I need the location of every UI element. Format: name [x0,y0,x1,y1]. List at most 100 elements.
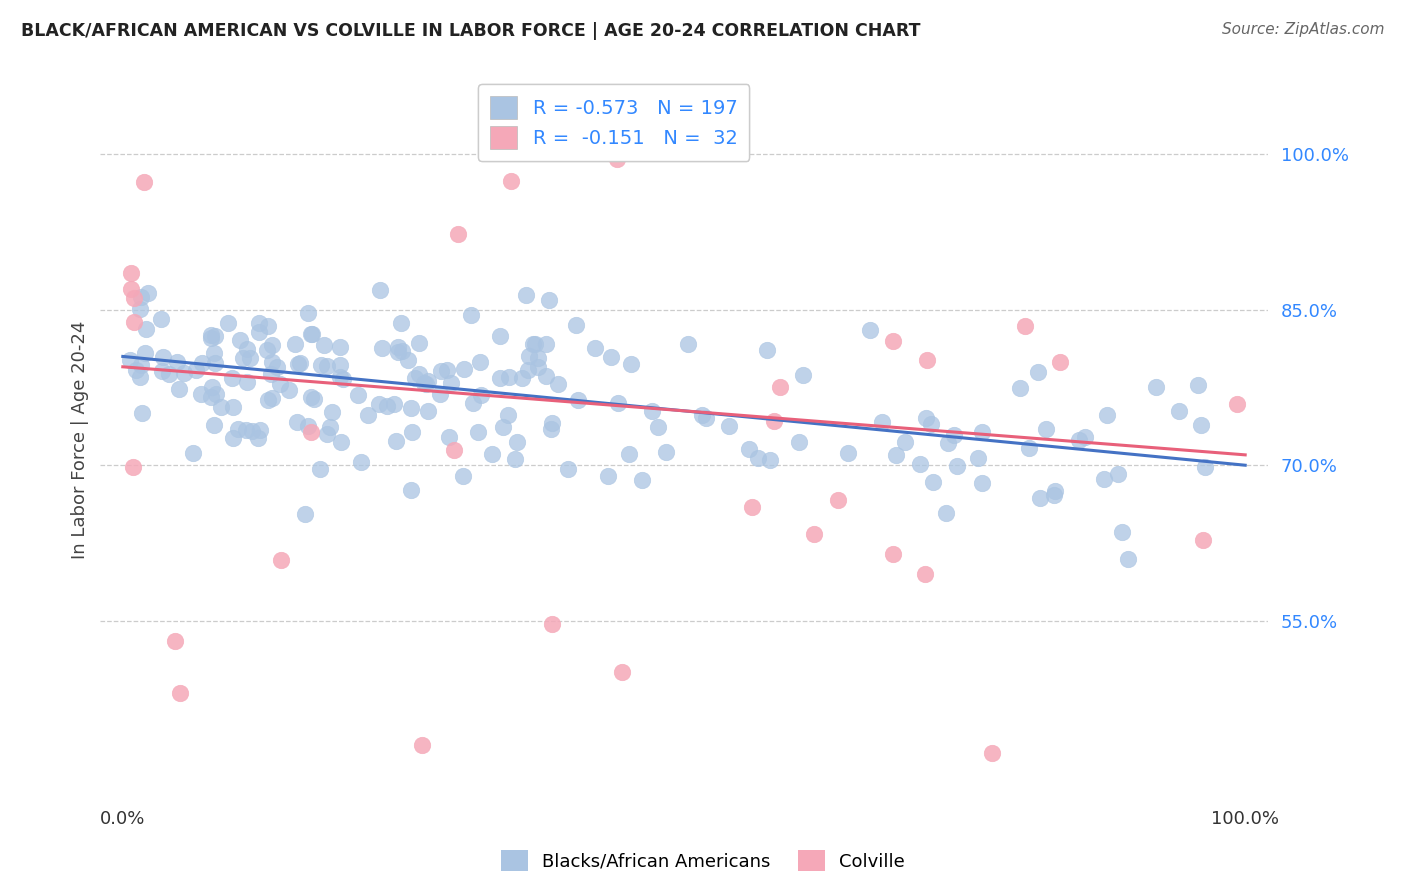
Point [236,342,259,356]
Point [357,408,380,422]
Point [329,370,352,384]
Point [515,287,537,301]
Point [368,397,391,411]
Point [803,526,825,541]
Point [547,377,569,392]
Point [647,420,669,434]
Point [567,392,589,407]
Point [499,174,522,188]
Point [173,367,195,381]
Y-axis label: In Labor Force | Age 20-24: In Labor Force | Age 20-24 [72,320,89,558]
Point [1111,525,1133,540]
Point [837,446,859,460]
Point [329,358,352,372]
Point [503,452,526,467]
Point [527,360,550,375]
Point [408,336,430,351]
Point [332,372,354,386]
Point [461,395,484,409]
Point [517,350,540,364]
Point [370,341,392,355]
Point [882,334,904,348]
Point [1226,397,1249,411]
Point [498,370,520,384]
Point [540,422,562,436]
Point [1010,381,1032,395]
Point [917,352,939,367]
Point [204,346,226,360]
Point [132,175,155,189]
Point [600,350,623,364]
Point [121,266,143,280]
Point [496,409,519,423]
Point [121,460,143,475]
Point [260,355,283,369]
Point [222,431,245,445]
Point [401,425,423,440]
Point [270,553,292,567]
Point [676,337,699,351]
Point [228,333,250,347]
Point [607,396,630,410]
Point [492,420,515,434]
Point [1187,378,1209,392]
Point [489,371,512,385]
Point [387,340,409,354]
Point [516,362,538,376]
Point [129,290,152,304]
Point [617,447,640,461]
Point [914,566,936,581]
Point [217,317,239,331]
Point [1049,354,1071,368]
Point [1043,483,1066,498]
Point [315,427,337,442]
Point [1014,318,1036,333]
Point [134,346,156,360]
Point [321,405,343,419]
Point [970,475,993,490]
Point [467,425,489,439]
Point [249,423,271,437]
Point [416,374,439,388]
Point [522,337,544,351]
Point [184,363,207,377]
Point [686,810,709,824]
Point [256,393,278,408]
Point [287,358,309,372]
Point [396,352,419,367]
Point [169,686,191,700]
Text: BLACK/AFRICAN AMERICAN VS COLVILLE IN LABOR FORCE | AGE 20-24 CORRELATION CHART: BLACK/AFRICAN AMERICAN VS COLVILLE IN LA… [21,22,921,40]
Point [695,410,717,425]
Point [387,345,409,359]
Point [240,424,263,438]
Point [204,356,226,370]
Point [389,316,412,330]
Point [620,357,643,371]
Point [285,415,308,429]
Point [453,361,475,376]
Point [314,337,336,351]
Point [884,448,907,462]
Point [128,370,150,384]
Point [565,318,588,333]
Point [399,483,422,498]
Point [606,152,628,166]
Point [717,418,740,433]
Point [226,422,249,436]
Point [125,363,148,377]
Point [294,507,316,521]
Point [411,738,433,752]
Point [350,455,373,469]
Point [304,392,326,407]
Point [135,322,157,336]
Point [792,368,814,382]
Point [416,404,439,418]
Point [763,414,786,428]
Point [908,458,931,472]
Point [136,286,159,301]
Point [882,548,904,562]
Point [690,408,713,422]
Point [284,337,307,351]
Point [222,400,245,414]
Point [247,325,270,339]
